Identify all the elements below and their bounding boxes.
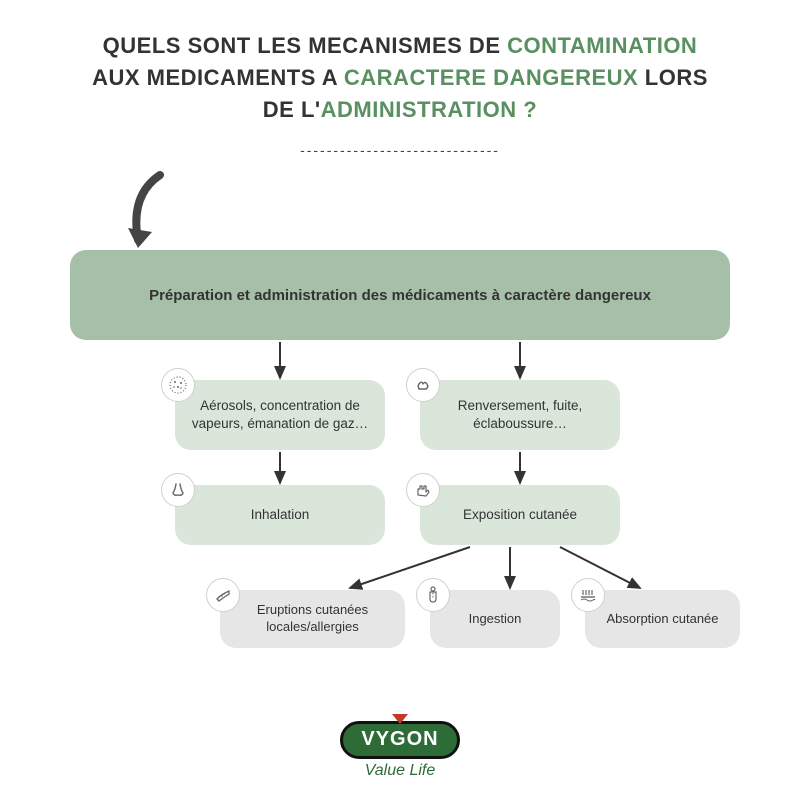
splash-icon (406, 368, 440, 402)
logo-tagline: Value Life (340, 762, 459, 780)
node-spill: Renversement, fuite, éclaboussure… (420, 380, 620, 450)
node-label: Absorption cutanée (606, 611, 718, 628)
node-label: Inhalation (251, 506, 310, 524)
node-inhal: Inhalation (175, 485, 385, 545)
node-label: Préparation et administration des médica… (149, 287, 651, 304)
brand-logo: VYGON Value Life (0, 721, 800, 780)
logo-text: VYGON (361, 728, 438, 750)
node-label: Ingestion (469, 611, 522, 628)
particles-icon (161, 368, 195, 402)
logo-triangle-icon (392, 714, 408, 724)
node-label: Exposition cutanée (463, 506, 577, 524)
nose-icon (161, 473, 195, 507)
edge-expo-absorb (560, 547, 640, 588)
node-label: Eruptions cutanées locales/allergies (234, 602, 391, 636)
body-icon (416, 578, 450, 612)
node-erup: Eruptions cutanées locales/allergies (220, 590, 405, 648)
node-absorb: Absorption cutanée (585, 590, 740, 648)
edge-expo-erup (350, 547, 470, 588)
skin-icon (571, 578, 605, 612)
logo-wordmark: VYGON (340, 721, 459, 759)
node-aero: Aérosols, concentration de vapeurs, éman… (175, 380, 385, 450)
page-title: QUELS SONT LES MECANISMES DE CONTAMINATI… (0, 0, 800, 136)
node-top: Préparation et administration des médica… (70, 250, 730, 340)
flowchart: Préparation et administration des médica… (0, 250, 800, 710)
node-label: Aérosols, concentration de vapeurs, éman… (189, 397, 371, 433)
title-divider: ------------------------------ (0, 142, 800, 158)
node-label: Renversement, fuite, éclaboussure… (434, 397, 606, 433)
curved-arrow-icon (120, 170, 180, 260)
arm-icon (206, 578, 240, 612)
hand-icon (406, 473, 440, 507)
node-expo: Exposition cutanée (420, 485, 620, 545)
